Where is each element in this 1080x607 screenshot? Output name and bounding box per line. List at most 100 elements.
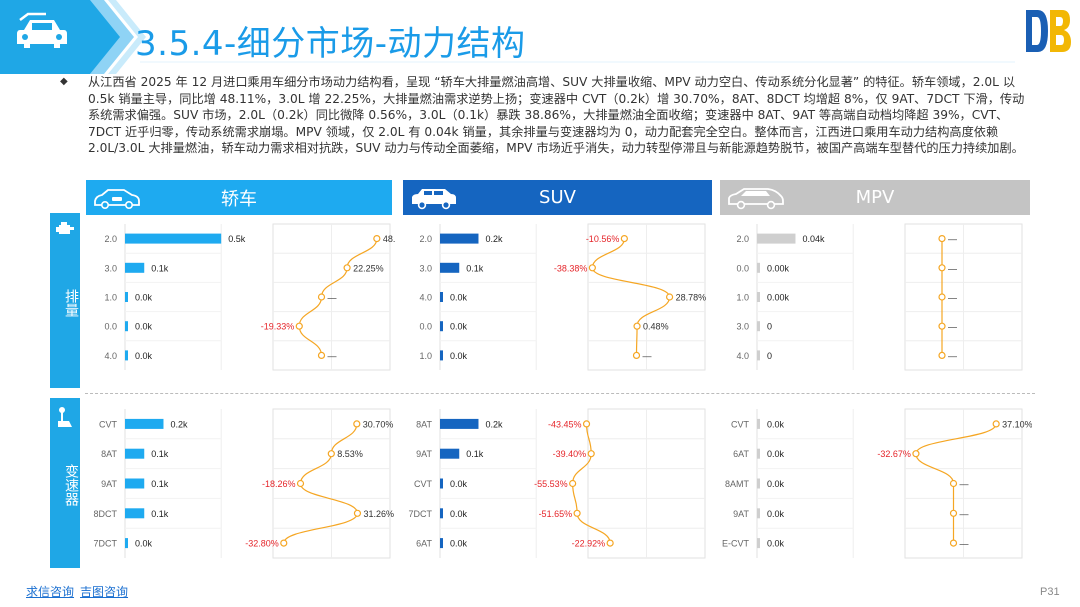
category-label: 7DCT bbox=[408, 509, 432, 519]
engine-icon bbox=[56, 222, 74, 234]
sales-label: 0.2k bbox=[485, 234, 503, 244]
yoy-label: — bbox=[960, 479, 969, 489]
sales-label: 0.0k bbox=[767, 479, 785, 489]
yoy-label: — bbox=[643, 351, 652, 361]
chart-suv-displacement: 2.0 0.2k 3.0 0.1k 4.0 0.0k 0.0 0.0k 1.0 0.0k -10.5… bbox=[419, 223, 706, 371]
category-label: 2.0 bbox=[104, 234, 117, 244]
sales-label: 0.0k bbox=[450, 479, 468, 489]
sales-bar bbox=[440, 508, 443, 519]
category-label: 2.0 bbox=[736, 234, 749, 244]
sales-bar bbox=[757, 538, 760, 549]
yoy-label: — bbox=[948, 322, 957, 332]
yoy-point bbox=[569, 479, 577, 488]
sales-label: 0.1k bbox=[466, 263, 484, 273]
brand-logo bbox=[1026, 10, 1071, 52]
yoy-label: — bbox=[960, 539, 969, 549]
column-label-sedan: 轿车 bbox=[221, 188, 257, 210]
sales-bar bbox=[440, 262, 460, 273]
yoy-label: — bbox=[948, 293, 957, 303]
sales-bar bbox=[125, 418, 164, 429]
footer-link-qiuxin[interactable]: 求信咨询 bbox=[26, 585, 75, 599]
sales-bar bbox=[757, 292, 760, 302]
yoy-label: 37.10% bbox=[1002, 419, 1032, 429]
yoy-point bbox=[632, 351, 641, 359]
sales-bar bbox=[125, 350, 128, 361]
sales-bar bbox=[757, 262, 760, 273]
yoy-point bbox=[992, 420, 1000, 428]
yoy-point bbox=[317, 293, 326, 301]
category-label: CVT bbox=[731, 419, 750, 429]
yoy-point bbox=[665, 293, 674, 301]
footer-links: 求信咨询 吉图咨询 bbox=[26, 583, 134, 600]
sales-bar bbox=[440, 350, 443, 361]
yoy-label: -55.53% bbox=[534, 479, 568, 489]
yoy-label: -32.67% bbox=[877, 449, 911, 459]
yoy-point bbox=[938, 351, 946, 359]
yoy-point bbox=[373, 235, 381, 243]
category-label: 7DCT bbox=[93, 539, 117, 549]
sedan-icon bbox=[94, 189, 140, 210]
category-label: 6AT bbox=[733, 449, 749, 459]
yoy-point bbox=[353, 509, 362, 517]
sales-bar bbox=[757, 478, 760, 489]
yoy-point bbox=[938, 235, 946, 243]
yoy-point bbox=[949, 479, 958, 488]
footer-link-jitu[interactable]: 吉图咨询 bbox=[80, 585, 129, 599]
chart-mpv-displacement: 2.0 0.04k 0.0 0.00k 1.0 0.00k 3.0 0 4.0 0 — — — — — bbox=[736, 223, 1023, 371]
yoy-point bbox=[343, 264, 351, 272]
category-label: 0.0 bbox=[104, 322, 117, 332]
yoy-label: — bbox=[948, 351, 957, 361]
page-number: P31 bbox=[1040, 586, 1060, 598]
sales-label: 0.0k bbox=[767, 449, 785, 459]
bullet-icon: ◆ bbox=[60, 76, 68, 87]
sales-label: 0.0k bbox=[135, 293, 153, 303]
yoy-label: 30.70% bbox=[363, 419, 394, 429]
sales-label: 0.5k bbox=[228, 234, 246, 244]
category-label: 0.0 bbox=[736, 263, 749, 273]
page-title: 3.5.4-细分市场-动力结构 bbox=[135, 24, 526, 64]
column-header-mpv: MPV bbox=[720, 180, 1030, 215]
sales-bar bbox=[757, 508, 760, 519]
sales-label: 0.0k bbox=[135, 351, 153, 361]
category-label: 3.0 bbox=[736, 322, 749, 332]
chart-sedan-displacement: 2.0 0.5k 3.0 0.1k 1.0 0.0k 0.0 0.0k 4.0 0.0k 48.11… bbox=[104, 223, 395, 371]
yoy-point bbox=[353, 420, 361, 428]
yoy-label: 0.48% bbox=[643, 322, 669, 332]
category-label: 1.0 bbox=[104, 293, 117, 303]
sales-bar bbox=[125, 448, 145, 459]
category-label: 3.0 bbox=[104, 263, 117, 273]
section-divider bbox=[85, 393, 1035, 394]
yoy-label: — bbox=[948, 234, 957, 244]
yoy-label: 48.11% bbox=[383, 234, 395, 244]
sales-bar bbox=[757, 350, 760, 361]
mpv-icon bbox=[728, 188, 784, 210]
category-label: 6AT bbox=[416, 539, 432, 549]
sales-bar bbox=[440, 538, 443, 549]
category-label: 9AT bbox=[733, 509, 749, 519]
sales-bar bbox=[757, 448, 760, 459]
yoy-label: -22.92% bbox=[572, 539, 606, 549]
sales-label: 0.0k bbox=[450, 293, 468, 303]
sales-label: 0.0k bbox=[450, 351, 468, 361]
yoy-point bbox=[327, 450, 335, 458]
category-label: 0.0 bbox=[419, 322, 432, 332]
category-label: 9AT bbox=[101, 479, 117, 489]
sales-label: 0.1k bbox=[151, 449, 169, 459]
yoy-point bbox=[938, 264, 946, 272]
sales-label: 0 bbox=[767, 322, 772, 332]
yoy-line bbox=[283, 423, 359, 544]
sales-label: 0.0k bbox=[450, 539, 468, 549]
yoy-label: 8.53% bbox=[337, 449, 363, 459]
category-label: 8AT bbox=[416, 419, 432, 429]
sales-label: 0.00k bbox=[767, 293, 790, 303]
row-header-displacement: 排量 bbox=[50, 213, 80, 388]
yoy-point bbox=[949, 509, 958, 517]
yoy-label: 31.26% bbox=[363, 509, 394, 519]
sales-bar bbox=[125, 538, 128, 549]
sales-bar bbox=[125, 508, 145, 519]
sales-bar bbox=[125, 233, 222, 244]
yoy-label: -38.38% bbox=[554, 263, 588, 273]
sales-bar bbox=[440, 478, 443, 489]
sales-bar bbox=[125, 321, 128, 332]
sales-bar bbox=[125, 292, 128, 302]
